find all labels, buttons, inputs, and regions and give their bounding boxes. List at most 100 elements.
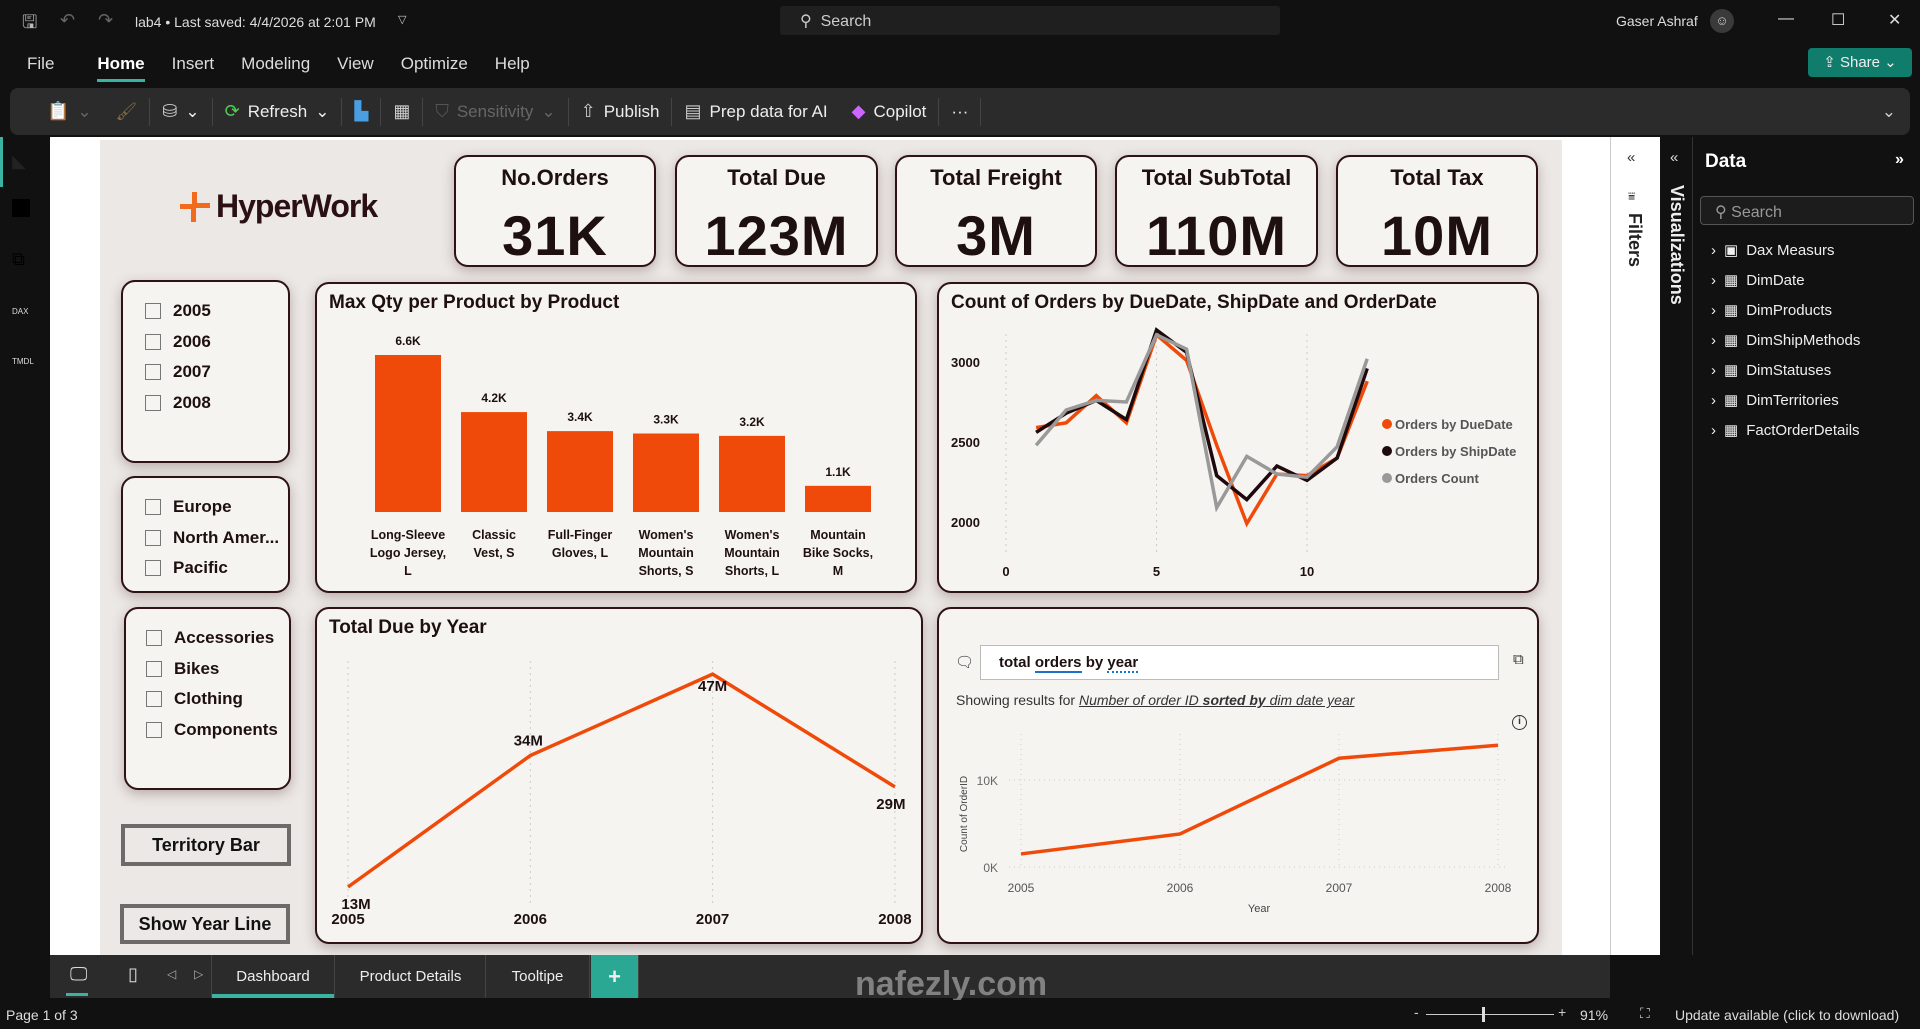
menu-home[interactable]: Home	[97, 50, 145, 82]
page-tab-tooltipe[interactable]: Tooltipe	[486, 955, 590, 998]
slicer-option[interactable]: 2005	[145, 296, 288, 327]
filters-label[interactable]: Filters	[1625, 213, 1645, 268]
kpi-card[interactable]: Total Tax 10M	[1336, 155, 1538, 267]
slicer-option[interactable]: Clothing	[146, 684, 289, 715]
expand-chevron-icon[interactable]: ›	[1711, 241, 1716, 259]
checkbox[interactable]	[145, 333, 161, 350]
data-table-item[interactable]: › ▦ DimStatuses	[1711, 361, 1831, 380]
checkbox[interactable]	[146, 691, 162, 708]
filters-pane[interactable]: « ⩸ Filters	[1610, 137, 1660, 955]
data-table-item[interactable]: › ▣ Dax Measurs	[1711, 241, 1835, 260]
slicer-option[interactable]: Bikes	[146, 654, 289, 685]
info-icon[interactable]: i	[1512, 715, 1527, 730]
close-icon[interactable]: ✕	[1888, 12, 1902, 29]
slicer-option[interactable]: North Amer...	[145, 523, 288, 554]
checkbox[interactable]	[145, 394, 161, 411]
show-year-line-button[interactable]: Show Year Line	[120, 904, 290, 944]
data-table-item[interactable]: › ▦ FactOrderDetails	[1711, 421, 1860, 440]
expand-chevron-icon[interactable]: ›	[1711, 421, 1716, 439]
checkbox[interactable]	[146, 660, 162, 677]
minimize-icon[interactable]: —	[1778, 10, 1794, 27]
mobile-layout-icon[interactable]: ▯	[128, 964, 138, 984]
zoom-slider-thumb[interactable]	[1482, 1007, 1485, 1022]
format-painter-button[interactable]: 🖌	[104, 102, 150, 122]
menu-modeling[interactable]: Modeling	[241, 54, 311, 73]
zoom-slider[interactable]	[1426, 1014, 1554, 1015]
undo-icon[interactable]: ↶	[60, 10, 76, 30]
checkbox[interactable]	[146, 630, 162, 647]
share-button[interactable]: ⇪ Share ⌄	[1808, 48, 1912, 77]
dax-view-icon[interactable]: DAX	[12, 307, 29, 316]
checkbox[interactable]	[145, 364, 161, 381]
new-visual-button[interactable]: ▙	[342, 101, 380, 122]
tmdl-view-icon[interactable]: TMDL	[12, 357, 34, 366]
total-due-chart-card[interactable]: Total Due by Year 2005 2006 2007 2008 13M 34M…	[315, 607, 923, 944]
checkbox[interactable]	[146, 721, 162, 738]
visualizations-pane[interactable]: « Visualizations	[1660, 137, 1693, 955]
collapse-data-icon[interactable]: »	[1895, 151, 1904, 168]
expand-chevron-icon[interactable]: ›	[1711, 361, 1716, 379]
data-table-item[interactable]: › ▦ DimShipMethods	[1711, 331, 1860, 350]
checkbox[interactable]	[145, 560, 161, 577]
fit-to-page-icon[interactable]: ⛶	[1640, 1005, 1650, 1021]
copilot-button[interactable]: ◆ Copilot	[840, 101, 939, 122]
menu-insert[interactable]: Insert	[171, 54, 215, 73]
territory-bar-button[interactable]: Territory Bar	[121, 824, 291, 866]
qa-visual-card[interactable]: 🗨 total orders by year ⧉ Showing results…	[937, 607, 1539, 944]
model-view-icon[interactable]: ⧉	[12, 249, 25, 269]
maximize-icon[interactable]: ☐	[1831, 12, 1846, 29]
qa-input[interactable]: total orders by year	[980, 645, 1499, 680]
search-box[interactable]: ⚲ Search	[780, 6, 1280, 35]
menu-view[interactable]: View	[337, 54, 374, 73]
redo-icon[interactable]: ↷	[98, 10, 114, 30]
desktop-layout-icon[interactable]: 🖵	[70, 964, 88, 984]
zoom-out-icon[interactable]: -	[1414, 1004, 1419, 1020]
update-available-link[interactable]: Update available (click to download)	[1675, 1007, 1900, 1023]
slicer-option[interactable]: 2008	[145, 388, 288, 419]
paste-button[interactable]: 📋 ⌄	[47, 101, 92, 121]
kpi-card[interactable]: Total SubTotal 110M	[1115, 155, 1318, 267]
showing-measure[interactable]: Number of order ID	[1078, 692, 1203, 708]
publish-button[interactable]: ⇧ Publish	[569, 101, 672, 122]
kpi-card[interactable]: No.Orders 31K	[454, 155, 656, 267]
kpi-card[interactable]: Total Due 123M	[675, 155, 878, 267]
page-tab-product-details[interactable]: Product Details	[336, 955, 486, 998]
expand-chevron-icon[interactable]: ›	[1711, 331, 1716, 349]
checkbox[interactable]	[145, 499, 161, 516]
add-page-button[interactable]: +	[591, 955, 639, 998]
slicer-option[interactable]: 2006	[145, 327, 288, 358]
checkbox[interactable]	[145, 303, 161, 320]
new-measure-button[interactable]: ▦	[381, 101, 422, 122]
showing-field[interactable]: dim date year	[1265, 692, 1355, 708]
refresh-button[interactable]: ⟳ Refresh ⌄	[224, 101, 330, 121]
slicer-option[interactable]: Accessories	[146, 623, 289, 654]
prev-page-icon[interactable]: ◁	[167, 967, 177, 981]
next-page-icon[interactable]: ▷	[194, 967, 204, 981]
expand-chevron-icon[interactable]: ›	[1711, 301, 1716, 319]
kpi-card[interactable]: Total Freight 3M	[895, 155, 1097, 267]
data-table-item[interactable]: › ▦ DimDate	[1711, 271, 1805, 290]
get-data-button[interactable]: ⛁ ⌄	[162, 101, 200, 121]
document-title[interactable]: lab4 • Last saved: 4/4/2026 at 2:01 PM	[135, 14, 376, 30]
collapse-ribbon-icon[interactable]: ⌄	[1881, 102, 1896, 121]
save-icon[interactable]: 🖫	[22, 12, 38, 32]
turn-into-visual-icon[interactable]: ⧉	[1513, 651, 1524, 668]
sensitivity-button[interactable]: ⛉ Sensitivity ⌄	[435, 101, 556, 121]
slicer-option[interactable]: Components	[146, 715, 289, 746]
expand-chevron-icon[interactable]: ›	[1711, 271, 1716, 289]
orders-line-chart-card[interactable]: Count of Orders by DueDate, ShipDate and…	[937, 282, 1539, 593]
data-table-item[interactable]: › ▦ DimProducts	[1711, 301, 1832, 320]
more-button[interactable]: ···	[951, 101, 969, 121]
slicer-option[interactable]: Pacific	[145, 553, 288, 584]
checkbox[interactable]	[145, 529, 161, 546]
expand-filters-icon[interactable]: «	[1627, 149, 1636, 166]
slicer-option[interactable]: Europe	[145, 492, 288, 523]
chevron-down-icon[interactable]: ▽	[398, 14, 407, 26]
bar-chart-card[interactable]: Max Qty per Product by Product 6.6K Long-…	[315, 282, 917, 593]
menu-help[interactable]: Help	[494, 54, 530, 73]
menu-optimize[interactable]: Optimize	[400, 54, 468, 73]
expand-chevron-icon[interactable]: ›	[1711, 391, 1716, 409]
report-view-icon[interactable]: ◣	[12, 151, 26, 172]
table-view-icon[interactable]	[12, 199, 30, 217]
page-tab-dashboard[interactable]: Dashboard	[211, 955, 335, 998]
